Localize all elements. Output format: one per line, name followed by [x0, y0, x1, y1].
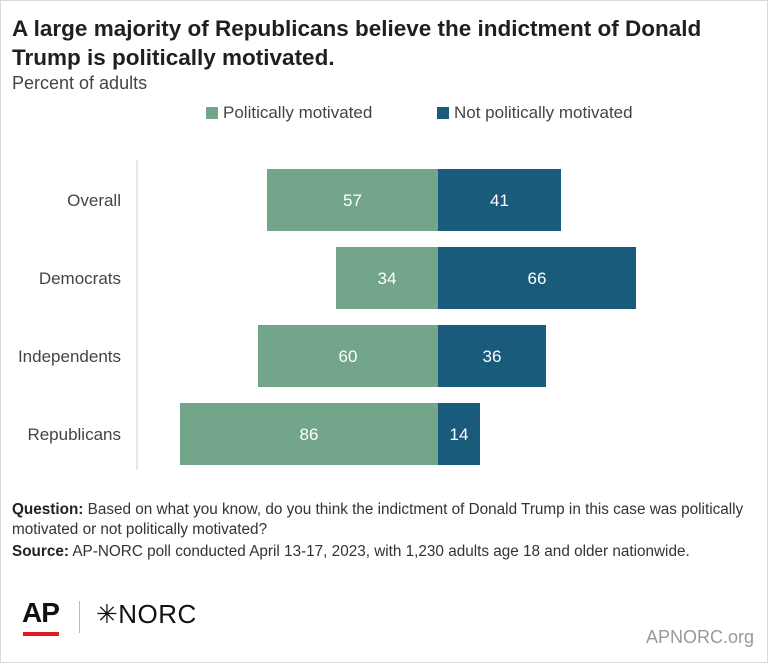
question-text: Based on what you know, do you think the… [12, 501, 744, 538]
data-label-politically-motivated-democrats: 34 [378, 269, 397, 288]
legend: Politically motivated Not politically mo… [0, 103, 768, 125]
ap-logo-underline [23, 632, 59, 636]
data-label-not-politically-motivated-republicans: 14 [450, 425, 469, 444]
site-url: APNORC.org [645, 627, 754, 647]
legend-label-politically-motivated: Politically motivated [223, 103, 373, 122]
data-label-not-politically-motivated-independents: 36 [483, 347, 502, 366]
bar-not-politically-motivated-independents [438, 325, 546, 387]
legend-label-not-politically-motivated: Not politically motivated [454, 103, 633, 122]
category-label-overall: Overall [67, 191, 121, 210]
chart-subtitle: Percent of adults [12, 73, 148, 93]
bar-politically-motivated-republicans [180, 403, 438, 465]
data-label-not-politically-motivated-democrats: 66 [528, 269, 547, 288]
data-label-politically-motivated-independents: 60 [339, 347, 358, 366]
bar-not-politically-motivated-democrats [438, 247, 636, 309]
bar-not-politically-motivated-republicans [438, 403, 480, 465]
category-label-democrats: Democrats [39, 269, 121, 288]
bar-not-politically-motivated-overall [438, 169, 561, 231]
legend-item-not-politically-motivated: Not politically motivated [437, 103, 633, 123]
bar-politically-motivated-overall [267, 169, 438, 231]
chart-notes: Question: Based on what you know, do you… [12, 500, 757, 564]
question-label: Question: [12, 501, 84, 518]
bar-chart: Overall 57 41 Democrats 34 66 Independents 60 36… [18, 160, 636, 470]
chart-title: A large majority of Republicans believe … [12, 16, 702, 70]
ap-logo: AP [22, 597, 60, 628]
data-label-not-politically-motivated-overall: 41 [490, 191, 509, 210]
legend-swatch-politically-motivated [206, 107, 218, 119]
source-text: AP-NORC poll conducted April 13-17, 2023… [72, 543, 690, 560]
data-label-politically-motivated-republicans: 86 [300, 425, 319, 444]
category-label-independents: Independents [18, 347, 121, 366]
norc-logo: ✳NORC [96, 599, 197, 629]
source-note: Source: AP-NORC poll conducted April 13-… [12, 542, 757, 562]
category-label-republicans: Republicans [27, 425, 121, 444]
question-note: Question: Based on what you know, do you… [12, 500, 757, 540]
legend-swatch-not-politically-motivated [437, 107, 449, 119]
data-label-politically-motivated-overall: 57 [343, 191, 362, 210]
bar-politically-motivated-democrats [336, 247, 438, 309]
bar-politically-motivated-independents [258, 325, 438, 387]
logo-divider [79, 601, 80, 633]
legend-item-politically-motivated: Politically motivated [206, 103, 372, 123]
source-label: Source: [12, 543, 69, 560]
